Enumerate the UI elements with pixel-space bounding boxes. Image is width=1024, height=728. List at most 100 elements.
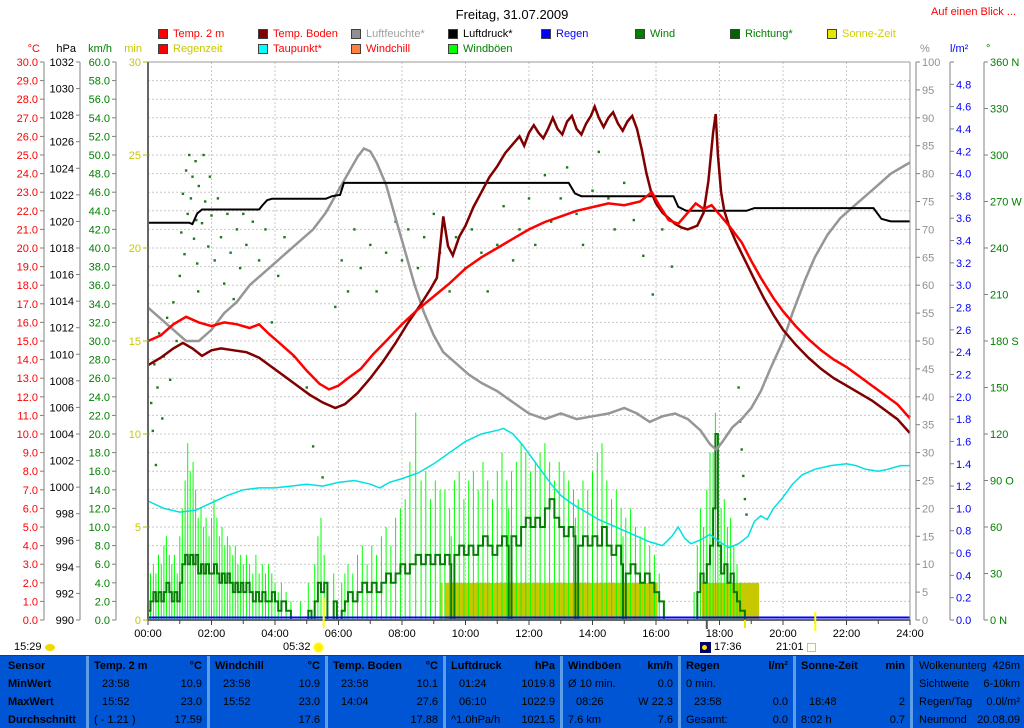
svg-text:150: 150: [990, 383, 1008, 395]
svg-text:16:00: 16:00: [642, 628, 670, 640]
wind-direction-dot: [565, 166, 569, 169]
legend-item-wind[interactable]: Wind: [635, 27, 675, 40]
svg-text:22.0: 22.0: [89, 410, 110, 422]
legend-label: Luftfeuchte*: [366, 27, 425, 40]
legend-label: Temp. 2 m: [173, 27, 225, 40]
series-luftfeuchte: [147, 146, 911, 452]
wind-direction-dot: [196, 262, 199, 265]
svg-text:95: 95: [922, 85, 934, 97]
legend-item-sonne-zeit[interactable]: Sonne-Zeit: [827, 27, 896, 40]
svg-text:3.4: 3.4: [956, 236, 971, 248]
svg-text:30: 30: [990, 569, 1002, 581]
svg-text:5: 5: [135, 522, 141, 534]
wind-direction-dot: [737, 386, 740, 389]
svg-text:1.0: 1.0: [23, 596, 38, 608]
svg-text:30.0: 30.0: [17, 57, 38, 69]
sensor-name: Sonne-Zeit: [801, 660, 858, 672]
wind-direction-dot: [219, 236, 223, 239]
svg-text:12.0: 12.0: [17, 392, 38, 404]
svg-text:1.4: 1.4: [956, 459, 971, 471]
svg-text:1022: 1022: [50, 190, 74, 202]
svg-text:46.0: 46.0: [89, 187, 110, 199]
svg-text:1016: 1016: [50, 270, 74, 282]
wind-direction-dot: [183, 253, 186, 256]
legend-item-windb-en[interactable]: Windböen: [448, 42, 513, 55]
wind-direction-dot: [591, 189, 594, 192]
footer-row-label: Durchschnitt: [8, 714, 76, 726]
footer-cell-value: 1021.5: [521, 714, 555, 726]
wind-direction-dot: [200, 222, 204, 225]
legend-item-luftfeuchte[interactable]: Luftfeuchte*: [351, 27, 425, 40]
svg-text:22.0: 22.0: [17, 206, 38, 218]
svg-text:1012: 1012: [50, 323, 74, 335]
svg-text:15: 15: [129, 336, 141, 348]
footer-cell-time: ^1.0hPa/h: [451, 714, 501, 726]
footer-cell-value: 1022.9: [521, 696, 555, 708]
wind-direction-dot: [661, 228, 664, 231]
svg-text:0: 0: [135, 615, 141, 627]
series-luftdruck: [148, 181, 910, 226]
svg-text:26.0: 26.0: [89, 373, 110, 385]
wind-direction-dot: [245, 243, 248, 247]
legend-item-luftdruck[interactable]: Luftdruck*: [448, 27, 513, 40]
legend-item-regen[interactable]: Regen: [541, 27, 588, 40]
svg-text:1.6: 1.6: [956, 436, 971, 448]
footer-cell-value: 10.9: [298, 678, 320, 690]
legend-label: Regenzeit: [173, 42, 223, 55]
quick-look-link[interactable]: Auf einen Blick ...: [931, 6, 1016, 18]
legend-swatch: [730, 28, 740, 39]
sensor-name: Luftdruck: [451, 660, 502, 672]
svg-text:06:00: 06:00: [325, 628, 353, 640]
svg-text:4.0: 4.0: [23, 541, 38, 553]
info-name: Regen/Tag: [919, 696, 973, 708]
legend-item-windchill[interactable]: Windchill: [351, 42, 410, 55]
svg-text:%: %: [920, 43, 930, 55]
wind-direction-dot: [208, 175, 212, 178]
footer-col-regen: Regen l/m² 0 min. 23:58 0.0 Gesamt: 0.0: [678, 656, 793, 728]
legend-item-temp-boden[interactable]: Temp. Boden: [258, 27, 338, 40]
footer-row-label: Sensor: [8, 660, 46, 672]
legend-label: Richtung*: [745, 27, 793, 40]
svg-text:1024: 1024: [50, 163, 74, 175]
svg-text:19.0: 19.0: [17, 262, 38, 274]
svg-text:50.0: 50.0: [89, 150, 110, 162]
svg-text:27.0: 27.0: [17, 113, 38, 125]
wind-direction-dot: [251, 220, 254, 223]
svg-text:1026: 1026: [50, 137, 74, 149]
svg-text:50: 50: [922, 336, 934, 348]
svg-text:7.0: 7.0: [23, 485, 38, 497]
sensor-unit: km/h: [647, 660, 673, 672]
svg-text:28.0: 28.0: [89, 355, 110, 367]
legend-item-richtung[interactable]: Richtung*: [730, 27, 793, 40]
footer-cell-time: Ø 10 min.: [568, 678, 616, 690]
wind-direction-dot: [311, 445, 315, 448]
footer-cell-time: ( - 1.21 ): [94, 714, 136, 726]
svg-text:0.0: 0.0: [23, 615, 38, 627]
svg-text:10: 10: [129, 429, 141, 441]
footer-cell-time: 23:58: [102, 678, 130, 690]
svg-text:2.0: 2.0: [23, 578, 38, 590]
weather-chart: 00:00 02:00 04:00 06:00 08:00 10:00 12:00 14:00…: [17, 43, 1023, 640]
svg-text:10.0: 10.0: [89, 522, 110, 534]
legend-label: Wind: [650, 27, 676, 40]
footer-cell-value: 10.9: [180, 678, 202, 690]
legend-label: Regen: [556, 27, 589, 40]
wind-direction-dot: [740, 448, 743, 451]
wind-direction-dot: [175, 339, 178, 343]
info-value: 426m: [992, 660, 1020, 672]
svg-text:10:00: 10:00: [452, 628, 480, 640]
legend-item-taupunkt[interactable]: Taupunkt*: [258, 42, 322, 55]
wind-direction-dot: [232, 297, 235, 301]
wind-direction-dot: [161, 417, 164, 420]
legend-item-regenzeit[interactable]: Regenzeit: [158, 42, 223, 55]
svg-text:1008: 1008: [50, 376, 74, 388]
footer-cell-value: 0.0: [772, 696, 788, 708]
svg-text:23.0: 23.0: [17, 187, 38, 199]
legend-item-temp-2-m[interactable]: Temp. 2 m: [158, 27, 224, 40]
svg-text:1030: 1030: [50, 84, 74, 96]
wind-direction-dot: [235, 228, 239, 231]
legend-label: Sonne-Zeit: [842, 27, 896, 40]
wind-direction-dot: [670, 265, 674, 268]
wind-direction-dot: [346, 290, 350, 293]
svg-text:20.0: 20.0: [89, 429, 110, 441]
